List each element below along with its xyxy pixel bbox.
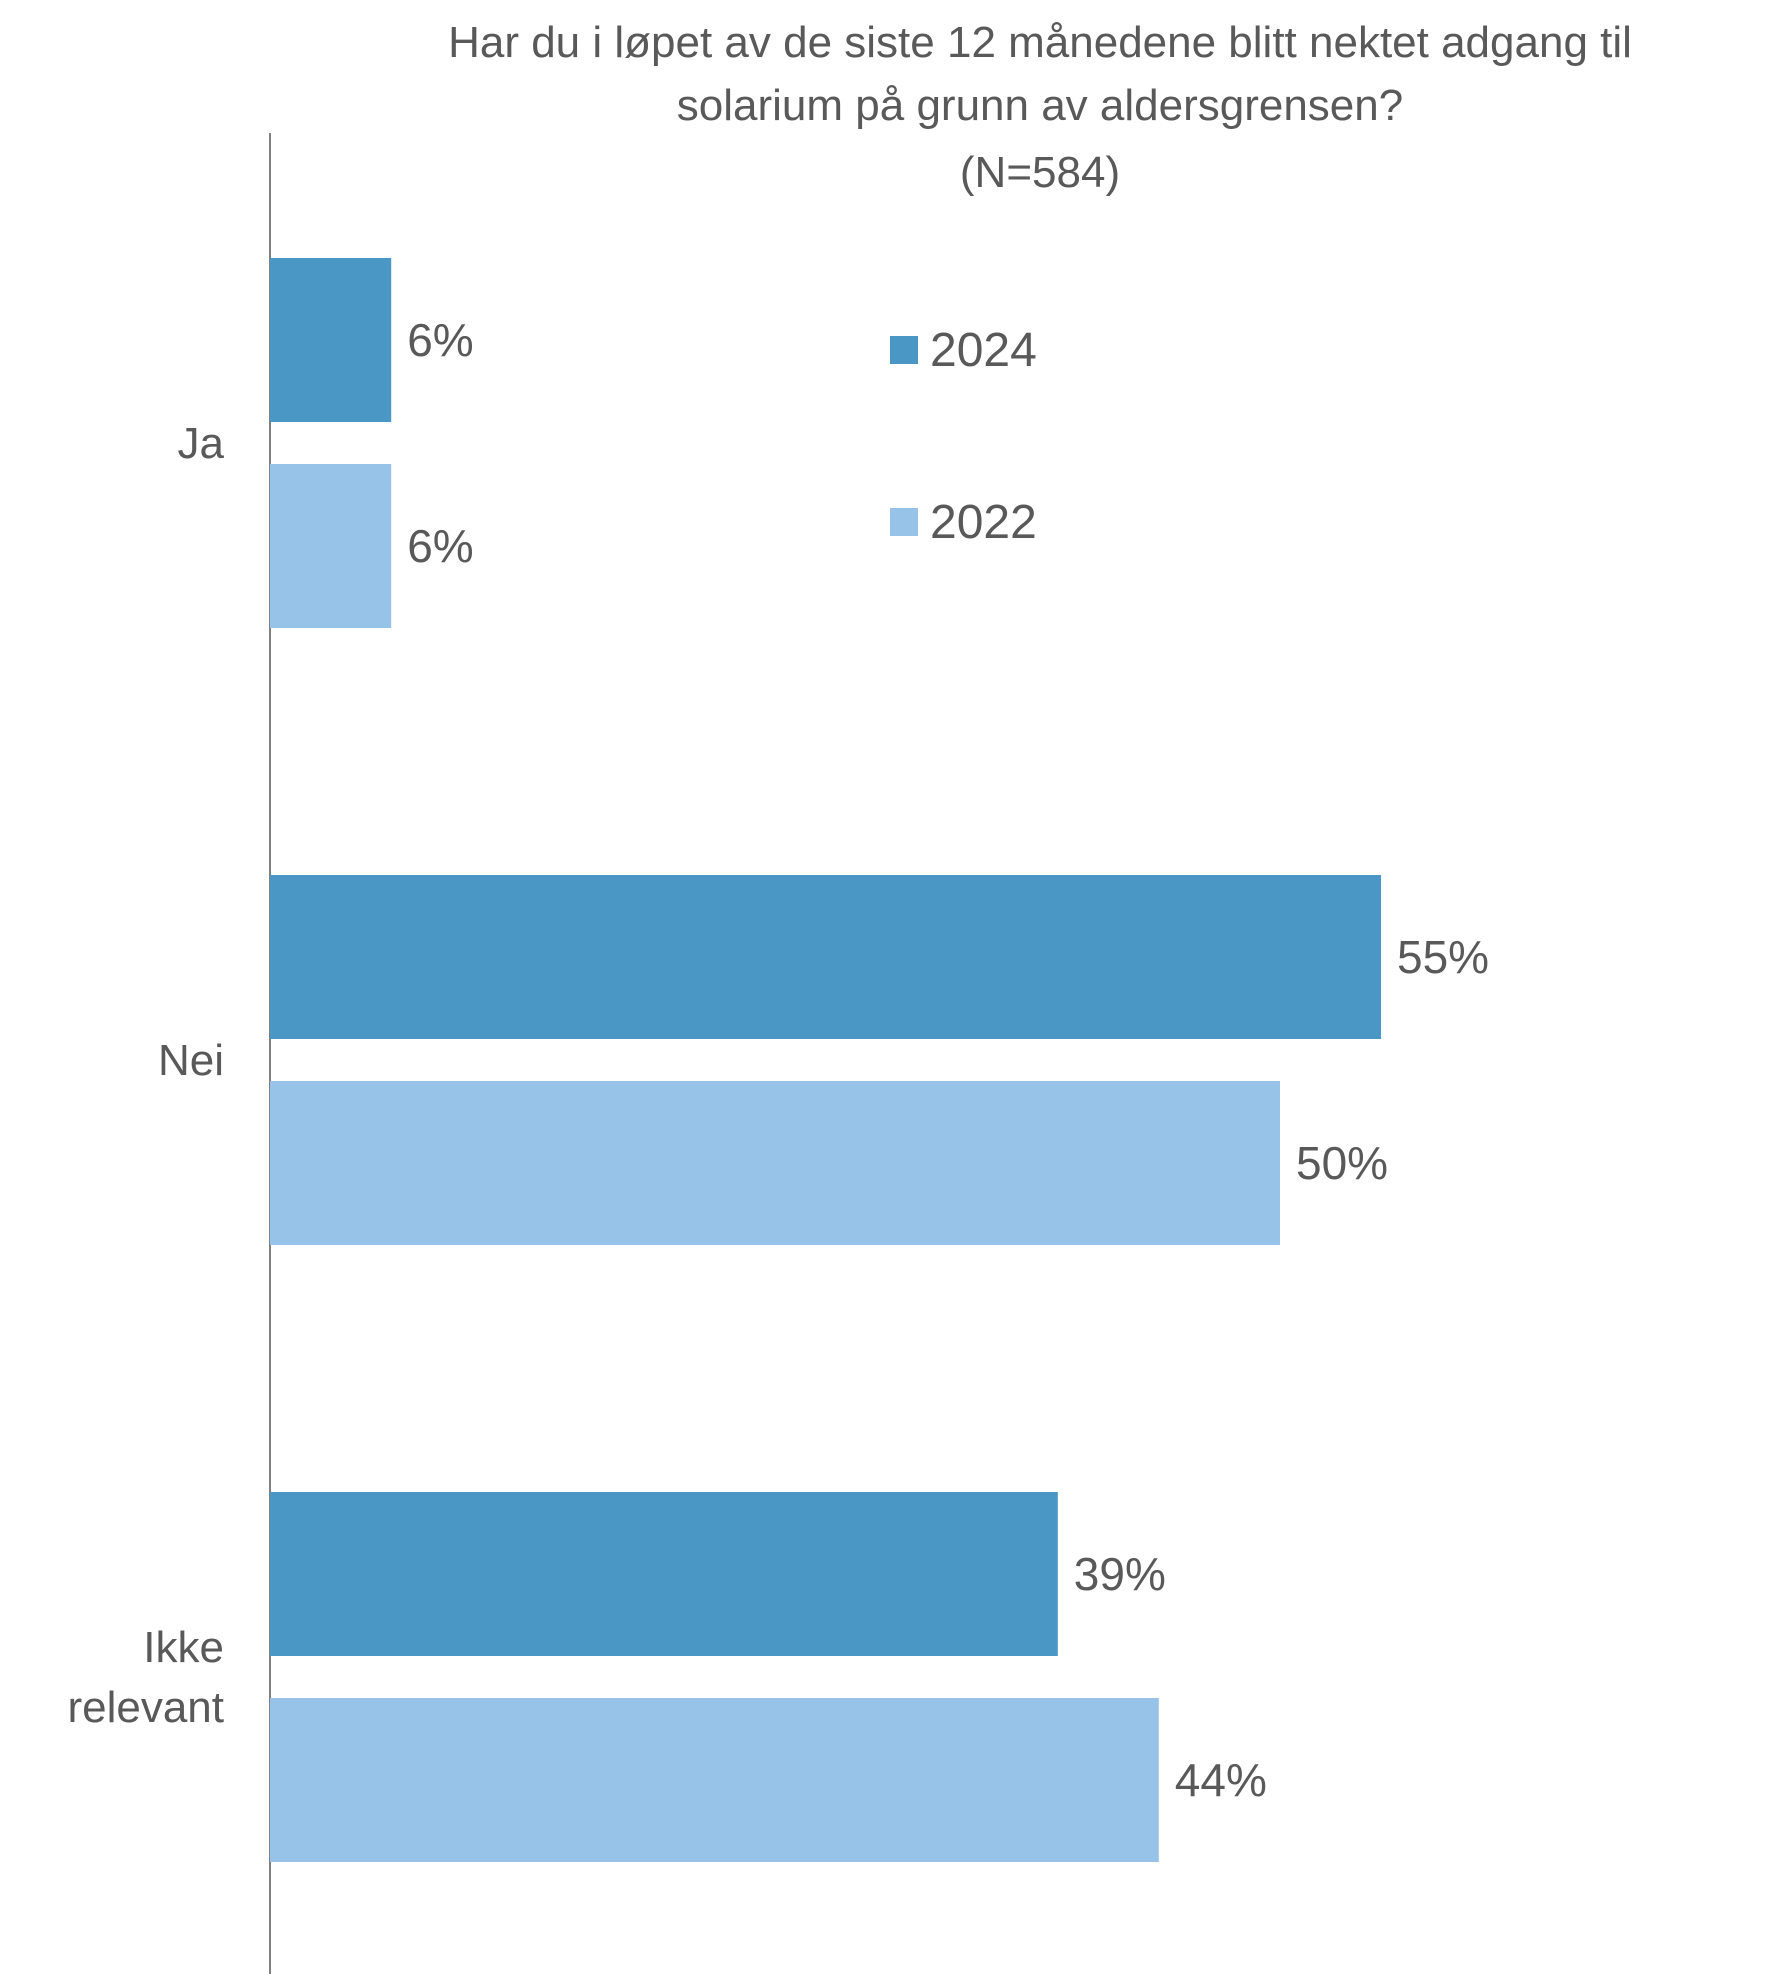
bar-2022-2 [270,1698,1159,1862]
data-label: 39% [1074,1548,1166,1600]
legend-swatch-2022 [890,508,918,536]
legend-label-2024: 2024 [930,324,1037,377]
bar-2022-1 [270,1081,1280,1245]
category-label: Ikke [143,1623,224,1672]
bar-2022-0 [270,464,392,628]
bars: 6% 55% 39% 6% 50% 44% [270,258,1489,1862]
data-label: 55% [1397,931,1489,983]
category-label: relevant [67,1683,224,1732]
bar-2024-2 [270,1492,1058,1656]
legend-swatch-2024 [890,336,918,364]
chart-title-line: (N=584) [960,148,1120,197]
data-label: 44% [1175,1754,1267,1806]
chart-title-line: Har du i løpet av de siste 12 månedene b… [448,18,1632,67]
chart-title-line: solarium på grunn av aldersgrensen? [677,81,1403,130]
data-label: 50% [1296,1137,1388,1189]
category-label: Ja [178,419,225,468]
data-label: 6% [407,520,473,572]
chart-title: Har du i løpet av de siste 12 månedene b… [448,18,1632,197]
data-label: 6% [407,314,473,366]
bar-2024-1 [270,875,1381,1039]
bar-2024-0 [270,258,392,422]
legend-label-2022: 2022 [930,496,1037,549]
category-labels: Ja Nei Ikke relevant [67,419,224,1732]
legend: 2024 2022 [890,324,1037,549]
category-label: Nei [158,1036,224,1085]
